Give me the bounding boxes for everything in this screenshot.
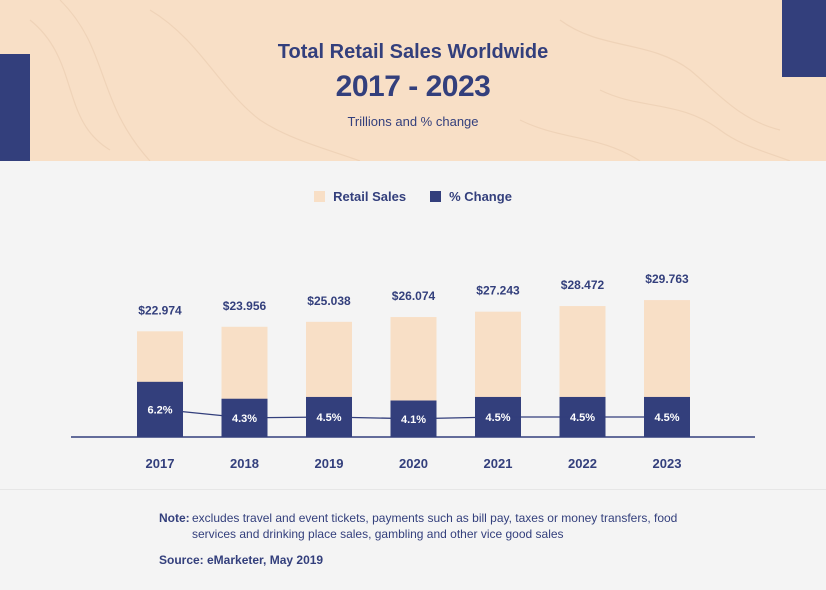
divider [0, 489, 826, 490]
change-value-label: 4.5% [570, 412, 595, 424]
retail-value-label: $25.038 [307, 294, 351, 308]
note-label: Note: [159, 511, 190, 525]
x-tick-label: 2022 [568, 456, 597, 471]
source: Source: eMarketer, May 2019 [159, 553, 324, 567]
legend: Retail Sales % Change [0, 189, 826, 204]
chart-years: 2017 - 2023 [335, 70, 491, 103]
x-tick-label: 2018 [230, 456, 259, 471]
legend-swatch-change [430, 191, 442, 202]
contour-decoration [29, 0, 791, 161]
legend-item-change: % Change [430, 189, 512, 204]
decor-block-left [0, 54, 30, 161]
decor-block-right [782, 0, 826, 77]
change-line [159, 408, 667, 420]
bar-chart: $22.974 2017 $23.956 2018 $25.038 2019 $26.074… [71, 272, 755, 471]
x-tick-label: 2020 [399, 456, 428, 471]
retail-value-label: $27.243 [476, 284, 520, 298]
retail-value-label: $22.974 [138, 303, 182, 317]
retail-value-label: $29.763 [645, 272, 689, 286]
change-value-label: 6.2% [147, 404, 172, 416]
header-banner: Total Retail Sales Worldwide 2017 - 2023… [0, 0, 826, 161]
change-value-label: 4.5% [485, 412, 510, 424]
chart-title: Total Retail Sales Worldwide [277, 41, 549, 63]
change-value-label: 4.3% [232, 413, 257, 425]
note-text: excludes travel and event tickets, payme… [192, 511, 678, 541]
retail-value-label: $28.472 [561, 278, 605, 292]
x-tick-label: 2021 [484, 456, 513, 471]
retail-value-label: $23.956 [223, 299, 267, 313]
chart-subtitle: Trillions and % change [347, 114, 479, 129]
change-value-label: 4.5% [654, 412, 679, 424]
retail-value-label: $26.074 [392, 289, 436, 303]
x-tick-label: 2017 [146, 456, 175, 471]
x-tick-label: 2023 [653, 456, 682, 471]
change-value-label: 4.5% [316, 412, 341, 424]
legend-label-change: % Change [449, 189, 512, 204]
legend-item-retail: Retail Sales [314, 189, 406, 204]
x-tick-label: 2019 [315, 456, 344, 471]
legend-swatch-retail [314, 191, 326, 202]
legend-label-retail: Retail Sales [333, 189, 407, 204]
change-value-label: 4.1% [401, 414, 426, 426]
